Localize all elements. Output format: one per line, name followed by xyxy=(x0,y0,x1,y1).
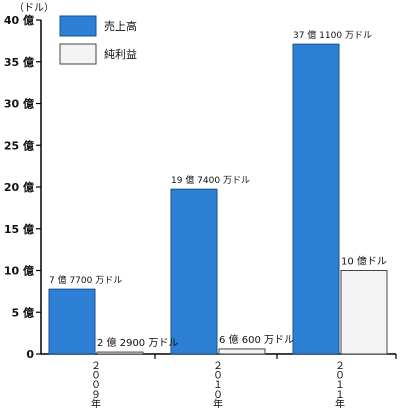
y-tick-label: 10 億 xyxy=(4,264,34,278)
y-axis-ticks: 0 5 億 10 億 15 億 20 億 25 億 30 億 35 億 40 億 xyxy=(4,13,41,361)
data-label-sales: 19 億 7400 万ドル xyxy=(171,174,250,186)
data-labels: 7 億 7700 万ドル 19 億 7400 万ドル 37 億 1100 万ドル 2 … xyxy=(49,29,387,349)
bars xyxy=(48,43,388,355)
bar-net-income xyxy=(340,270,388,355)
y-tick-label: 15 億 xyxy=(4,222,34,236)
bar-net-income xyxy=(96,351,144,355)
legend-label-net-income: 純利益 xyxy=(104,47,137,61)
bar-sales xyxy=(170,188,218,355)
data-label-net-income: 6 億 600 万ドル xyxy=(219,333,294,346)
data-label-net-income: 10 億ドル xyxy=(341,255,387,268)
x-tick-label: ２０１０年 xyxy=(213,361,223,408)
legend-label-sales: 売上高 xyxy=(104,19,137,33)
x-axis-ticks: ２００９年 ２０１０年 ２０１１年 xyxy=(91,354,397,408)
y-tick-label: 35 億 xyxy=(4,55,34,69)
y-axis-unit-label: （ドル） xyxy=(14,2,54,14)
bar-net-income xyxy=(218,348,266,355)
data-label-sales: 37 億 1100 万ドル xyxy=(293,29,372,41)
x-tick-label: ２０１１年 xyxy=(335,361,345,408)
y-axis: 0 5 億 10 億 15 億 20 億 25 億 30 億 35 億 40 億 xyxy=(4,13,42,361)
data-label-net-income: 2 億 2900 万ドル xyxy=(97,336,178,349)
y-tick-label: 0 xyxy=(26,348,34,361)
legend-swatch-net-income xyxy=(59,43,97,65)
x-tick-label: ２００９年 xyxy=(91,361,101,408)
bar-sales xyxy=(292,43,340,355)
y-tick-label: 40 億 xyxy=(4,13,34,27)
bar-sales xyxy=(48,288,96,355)
y-tick-label: 30 億 xyxy=(4,97,34,111)
legend: 売上高 純利益 xyxy=(59,15,137,65)
legend-item-sales: 売上高 xyxy=(59,15,137,37)
legend-swatch-sales xyxy=(59,15,97,37)
x-axis: ２００９年 ２０１０年 ２０１１年 xyxy=(41,353,397,408)
y-tick-label: 5 億 xyxy=(12,305,34,319)
y-tick-label: 20 億 xyxy=(4,180,34,194)
legend-item-net-income: 純利益 xyxy=(59,43,137,65)
y-tick-label: 25 億 xyxy=(4,138,34,152)
data-label-sales: 7 億 7700 万ドル xyxy=(49,274,122,286)
